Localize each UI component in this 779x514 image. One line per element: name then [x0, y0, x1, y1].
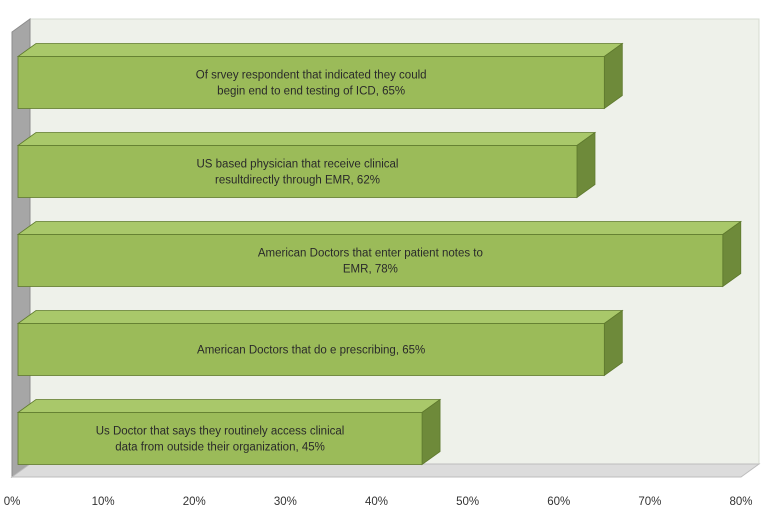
x-tick-label: 10% — [92, 496, 115, 508]
x-tick-label: 50% — [456, 496, 479, 508]
bar-data-label-line: EMR, 78% — [343, 264, 398, 276]
bar: Of srvey respondent that indicated they … — [16, 42, 624, 110]
bar-top-face — [16, 43, 624, 57]
bar-data-label-line: Us Doctor that says they routinely acces… — [96, 426, 345, 438]
bar: Us Doctor that says they routinely acces… — [16, 398, 442, 466]
bar-top-face — [16, 221, 743, 235]
x-tick-label: 70% — [638, 496, 661, 508]
bar-group: Of srvey respondent that indicated they … — [16, 42, 743, 466]
x-axis-ticks: 0% 10% 20% 30% 40% 50% 60% 70% 80% — [4, 496, 753, 508]
bar-data-label-line: begin end to end testing of ICD, 65% — [217, 86, 405, 98]
bar-top-face — [16, 132, 597, 146]
bar-data-label: American Doctors that do e prescribing, … — [197, 345, 425, 357]
bar-data-label: US based physician that receive clinical… — [196, 159, 398, 187]
x-tick-label: 20% — [183, 496, 206, 508]
bar-data-label: American Doctors that enter patient note… — [258, 248, 483, 276]
bar: American Doctors that enter patient note… — [16, 220, 743, 288]
x-tick-label: 80% — [729, 496, 752, 508]
bar-data-label-line: resultdirectly through EMR, 62% — [215, 175, 380, 187]
bar-top-face — [16, 399, 442, 413]
x-tick-label: 0% — [4, 496, 21, 508]
bar-front-face — [17, 323, 605, 376]
bar-front-face — [17, 412, 423, 465]
bar-front-face — [17, 234, 724, 287]
bar-data-label-line: American Doctors that enter patient note… — [258, 248, 483, 260]
bar-front-face — [17, 145, 578, 198]
bar-data-label-line: American Doctors that do e prescribing, … — [197, 345, 425, 357]
bar-data-label: Of srvey respondent that indicated they … — [196, 70, 427, 98]
x-tick-label: 40% — [365, 496, 388, 508]
bar-data-label-line: US based physician that receive clinical — [196, 159, 398, 171]
bar-front-face — [17, 56, 605, 109]
bar: American Doctors that do e prescribing, … — [16, 309, 624, 377]
bar: US based physician that receive clinical… — [16, 131, 597, 199]
x-tick-label: 30% — [274, 496, 297, 508]
bar-data-label-line: Of srvey respondent that indicated they … — [196, 70, 427, 82]
chart-floor — [10, 463, 761, 478]
bar-data-label-line: data from outside their organization, 45… — [115, 442, 325, 454]
bar-data-label: Us Doctor that says they routinely acces… — [96, 426, 345, 454]
x-tick-label: 60% — [547, 496, 570, 508]
bar-top-face — [16, 310, 624, 324]
